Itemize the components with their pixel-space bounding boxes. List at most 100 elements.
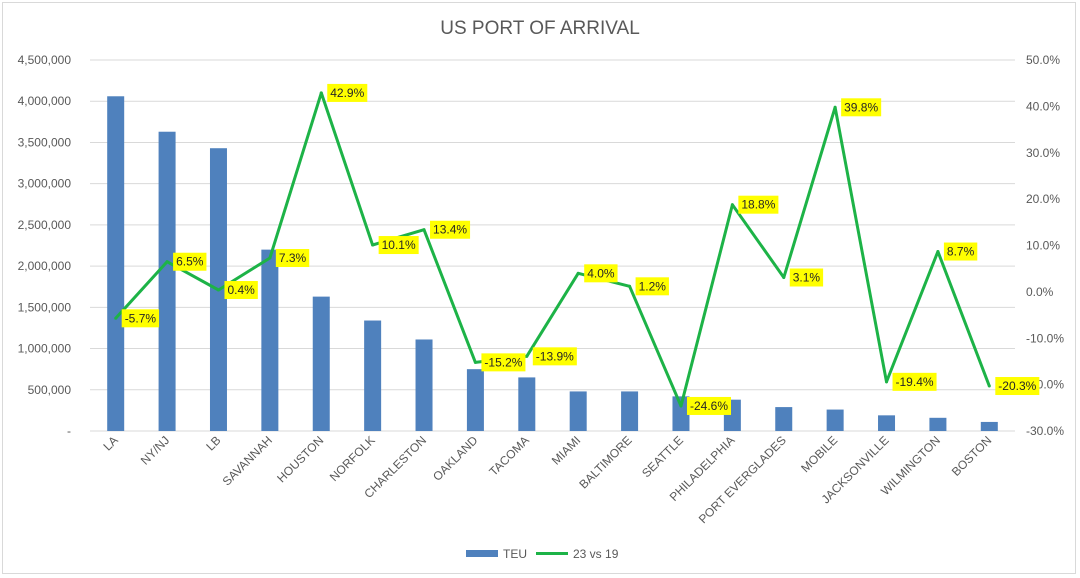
data-label-highlight	[173, 252, 207, 271]
bar-houston	[312, 296, 330, 431]
data-label-group: 18.8%	[738, 195, 779, 214]
data-label: 18.8%	[741, 198, 775, 212]
data-label-group: -20.3%	[995, 377, 1040, 396]
line-point	[576, 271, 580, 275]
line-point	[987, 384, 991, 388]
line-point	[730, 203, 734, 207]
data-label: -19.4%	[896, 375, 934, 389]
gridlines	[90, 59, 1015, 432]
bar-tacoma	[518, 377, 536, 431]
data-label-group: 4.0%	[584, 264, 618, 283]
chart-title: US PORT OF ARRIVAL	[440, 18, 640, 39]
data-label-highlight	[224, 281, 258, 300]
x-tick-label: TACOMA	[486, 433, 532, 479]
x-tick-label: SAVANNAH	[220, 433, 275, 488]
data-label-highlight	[584, 264, 618, 283]
x-tick-label: LB	[203, 433, 223, 453]
data-label-highlight	[995, 377, 1040, 396]
data-label-highlight	[275, 249, 310, 268]
legend: TEU 23 vs 19	[466, 547, 619, 561]
x-tick-label: SEATTLE	[639, 433, 686, 480]
left-tick-label: 4,000,000	[18, 94, 72, 108]
change-series-line	[114, 91, 991, 408]
data-label-group: 42.9%	[327, 83, 368, 102]
data-label: -13.9%	[536, 349, 574, 363]
line-point	[885, 380, 889, 384]
bar-charleston	[415, 339, 433, 431]
left-tick-label: -	[67, 424, 71, 438]
bar-norfolk	[364, 320, 382, 431]
line-point	[833, 105, 837, 109]
bar-boston	[980, 421, 998, 431]
data-label-group: -15.2%	[481, 353, 526, 372]
data-label-group: -13.9%	[532, 347, 577, 366]
legend-teu-label: TEU	[503, 547, 527, 561]
left-tick-label: 2,500,000	[18, 218, 72, 232]
line-point	[268, 256, 272, 260]
bar-miami	[569, 391, 587, 431]
line-point	[473, 360, 477, 364]
x-tick-label: MIAMI	[549, 433, 583, 467]
bar-ny-nj	[158, 131, 176, 431]
data-label-highlight	[686, 396, 732, 415]
data-label-group: 0.4%	[224, 281, 258, 300]
data-label-group: 6.5%	[173, 252, 207, 271]
data-label-group: -19.4%	[892, 372, 937, 391]
line-point	[679, 404, 683, 408]
line-point	[319, 91, 323, 95]
data-label-highlight	[121, 309, 160, 328]
line-point	[165, 260, 169, 264]
bar-baltimore	[621, 391, 639, 431]
legend-change-label: 23 vs 19	[573, 547, 619, 561]
data-label: 39.8%	[844, 100, 878, 114]
data-label: -15.2%	[484, 355, 522, 369]
right-tick-label: 50.0%	[1026, 53, 1060, 67]
line-point	[371, 243, 375, 247]
right-tick-label: 10.0%	[1026, 239, 1060, 253]
data-label-group: -24.6%	[686, 396, 732, 415]
x-tick-label: LA	[101, 433, 121, 453]
data-label: 0.4%	[227, 283, 255, 297]
data-label-highlight	[789, 268, 824, 287]
line-point	[525, 354, 529, 358]
left-tick-label: 3,500,000	[18, 135, 72, 149]
data-label-group: 7.3%	[275, 249, 310, 268]
left-tick-label: 2,000,000	[18, 259, 72, 273]
data-label-highlight	[892, 372, 937, 391]
bar-la	[107, 96, 125, 431]
data-label: 10.1%	[382, 238, 416, 252]
bar-savannah	[261, 249, 279, 431]
legend-teu-swatch	[466, 550, 498, 557]
data-label: -24.6%	[690, 399, 728, 413]
data-label-highlight	[378, 236, 419, 255]
right-tick-label: 20.0%	[1026, 192, 1060, 206]
data-label: 42.9%	[330, 86, 364, 100]
left-tick-label: 1,000,000	[18, 342, 72, 356]
data-label: 3.1%	[793, 270, 821, 284]
x-tick-label: NORFOLK	[327, 433, 378, 484]
right-tick-label: -10.0%	[1026, 331, 1064, 345]
line-data-labels: -5.7% 6.5% 0.4% 7.3% 42.9% 10.1% 13.4% -15.2% -1…	[121, 83, 1040, 415]
x-tick-label: HOUSTON	[274, 433, 326, 485]
left-tick-label: 3,000,000	[18, 177, 72, 191]
data-label-highlight	[481, 353, 526, 372]
left-axis: - 500,000 1,000,000 1,500,000 2,000,000 2,500…	[18, 53, 72, 438]
line-point	[216, 288, 220, 292]
data-label-group: 10.1%	[378, 236, 419, 255]
data-label-group: 3.1%	[789, 268, 824, 287]
data-label: 6.5%	[176, 255, 204, 269]
data-label-highlight	[430, 220, 471, 239]
right-tick-label: 30.0%	[1026, 146, 1060, 160]
data-label-highlight	[327, 83, 368, 102]
x-tick-label: BOSTON	[949, 433, 995, 479]
x-tick-label: BALTIMORE	[576, 433, 634, 491]
teu-bars	[107, 96, 998, 431]
right-tick-label: -30.0%	[1026, 424, 1064, 438]
data-label-group: 8.7%	[943, 242, 978, 261]
bar-oakland	[466, 369, 484, 431]
data-label-highlight	[943, 242, 978, 261]
data-label-highlight	[532, 347, 577, 366]
data-label-highlight	[738, 195, 779, 214]
